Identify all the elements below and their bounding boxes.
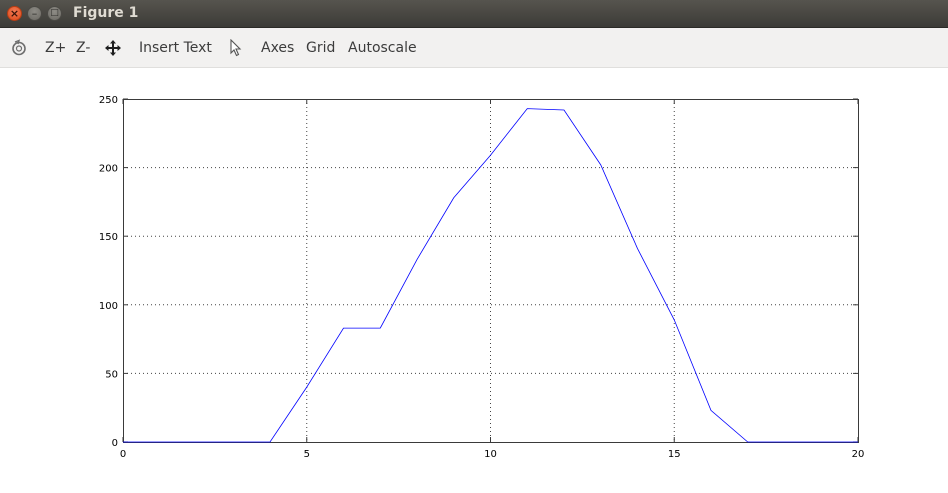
move-icon xyxy=(105,40,121,56)
x-tick-label: 5 xyxy=(304,449,310,460)
y-tick-label: 0 xyxy=(112,438,118,449)
maximize-button[interactable]: □ xyxy=(47,6,62,21)
x-tick-label: 0 xyxy=(120,449,126,460)
x-tick-label: 15 xyxy=(668,449,681,460)
figure-canvas[interactable]: 0 5 10 15 20 0 50 100 150 200 250 xyxy=(0,68,948,489)
title-bar: × – □ Figure 1 xyxy=(0,0,948,28)
rotate-button[interactable] xyxy=(10,28,28,68)
window-title: Figure 1 xyxy=(73,5,139,21)
rotate-icon xyxy=(12,39,26,56)
series-line xyxy=(123,108,858,443)
x-tick-label: 20 xyxy=(852,449,865,460)
autoscale-button[interactable]: Autoscale xyxy=(348,40,417,56)
y-tick-label: 250 xyxy=(99,95,118,106)
maximize-icon: □ xyxy=(50,8,59,18)
minimize-icon: – xyxy=(31,7,38,20)
close-icon: × xyxy=(9,7,20,20)
grid-button[interactable]: Grid xyxy=(306,40,336,56)
y-tick-label: 100 xyxy=(99,301,118,312)
figure-toolbar: Z+ Z- Insert Text Axes Grid Autoscale xyxy=(0,28,948,68)
y-tick-label: 200 xyxy=(99,164,118,175)
x-tick-label: 10 xyxy=(484,449,497,460)
y-tick-label: 50 xyxy=(105,369,118,380)
zoom-in-button[interactable]: Z+ xyxy=(45,40,67,56)
y-tick-label: 150 xyxy=(99,232,118,243)
pan-button[interactable] xyxy=(104,28,122,68)
zoom-out-button[interactable]: Z- xyxy=(76,40,91,56)
insert-text-button[interactable]: Insert Text xyxy=(139,40,212,56)
axes-button[interactable]: Axes xyxy=(261,40,295,56)
minimize-button[interactable]: – xyxy=(27,6,42,21)
pointer-icon xyxy=(230,39,242,57)
close-button[interactable]: × xyxy=(7,6,22,21)
select-button[interactable] xyxy=(229,28,243,68)
